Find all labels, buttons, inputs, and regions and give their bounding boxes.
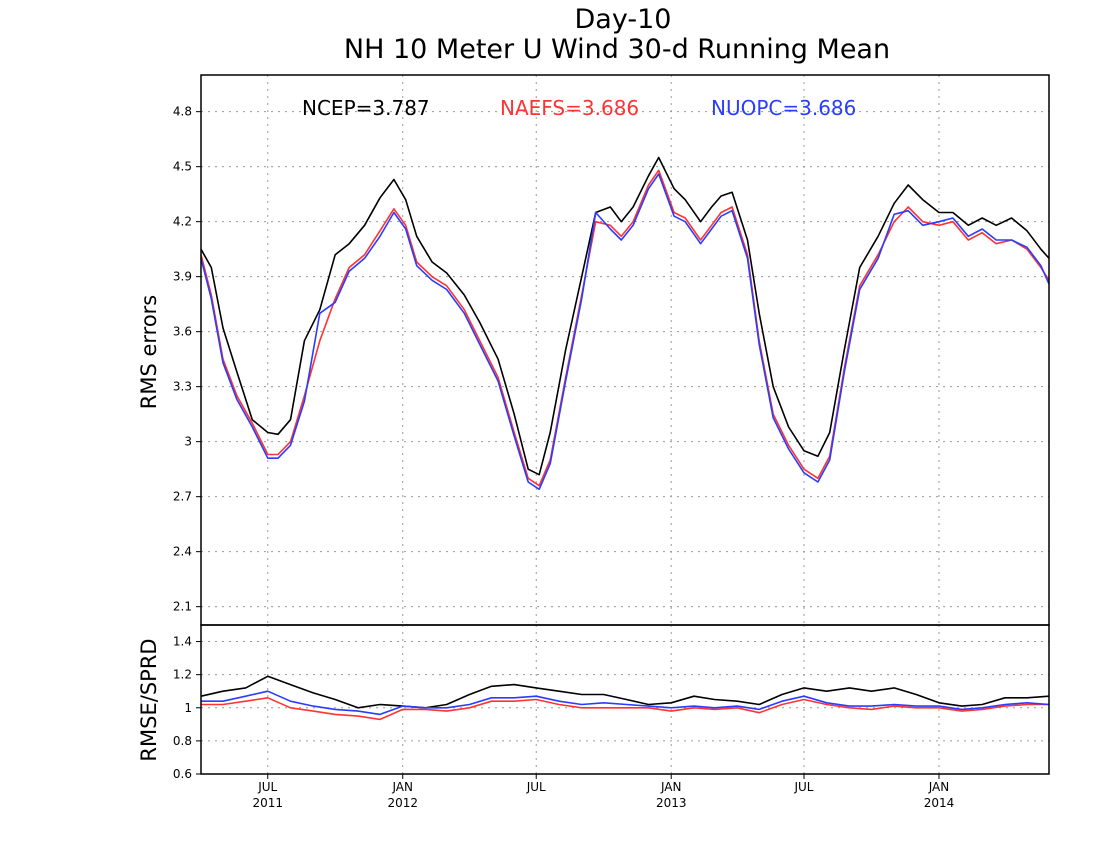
ratio-series-nuopc: [201, 690, 1050, 716]
ratio-plot-frame: [200, 624, 1050, 775]
x-tick-label: JUL: [793, 780, 813, 794]
rms-y-tick-label: 4.2: [173, 215, 192, 229]
rms-y-tick-label: 3.6: [173, 325, 192, 339]
x-tick-label: JAN: [928, 780, 950, 794]
ratio-grid: [201, 625, 1049, 774]
naefs-stat-label: NAEFS=3.686: [500, 96, 639, 120]
ratio-y-tick-label: 0.6: [173, 767, 192, 781]
rms-y-axis: 2.1 2.4 2.7 3 3.3 3.6 3.9 4.2 4.5 4.8: [173, 105, 201, 614]
ratio-series-ncep: [200, 675, 1050, 709]
x-tick-year-label: 2012: [387, 796, 418, 810]
chart-title: Day-10: [575, 4, 672, 35]
rms-y-tick-label: 4.5: [173, 160, 192, 174]
ratio-y-tick-label: 1: [184, 701, 192, 715]
x-axis: JUL 2011 JAN 2012 JUL JAN 2013 JUL JAN 2014: [252, 774, 954, 810]
x-tick-year-label: 2011: [252, 796, 283, 810]
chart-subtitle: NH 10 Meter U Wind 30-d Running Mean: [344, 34, 890, 65]
x-tick-year-label: 2013: [656, 796, 687, 810]
rms-y-tick-label: 3: [184, 435, 192, 449]
rms-y-tick-label: 2.7: [173, 490, 192, 504]
rms-y-label: RMS errors: [137, 295, 161, 410]
rms-y-tick-label: 3.3: [173, 380, 192, 394]
rms-series-nuopc: [200, 173, 1050, 491]
rms-y-tick-label: 2.4: [173, 545, 192, 559]
ratio-y-label: RMSE/SPRD: [137, 638, 161, 761]
rms-series: [200, 156, 1050, 491]
x-tick-label: JAN: [391, 780, 413, 794]
ratio-series-naefs: [201, 696, 1049, 721]
rms-series-ncep: [200, 156, 1050, 476]
rms-y-tick-label: 4.8: [173, 105, 192, 119]
rms-y-tick-label: 2.1: [173, 600, 192, 614]
ratio-y-tick-label: 1.2: [173, 668, 192, 682]
ncep-stat-label: NCEP=3.787: [302, 96, 430, 120]
nuopc-stat-label: NUOPC=3.686: [711, 96, 856, 120]
rms-plot-frame: [200, 74, 1050, 626]
ratio-y-tick-label: 1.4: [173, 635, 192, 649]
rms-series-naefs: [200, 169, 1050, 487]
rms-grid: [201, 75, 1049, 625]
rms-y-tick-label: 3.9: [173, 270, 192, 284]
ratio-series: [200, 675, 1050, 721]
ratio-y-tick-label: 0.8: [173, 734, 192, 748]
x-tick-year-label: 2014: [924, 796, 955, 810]
x-tick-label: JUL: [257, 780, 277, 794]
ratio-y-axis: 0.6 0.8 1 1.2 1.4: [173, 635, 201, 781]
x-tick-label: JUL: [526, 780, 546, 794]
x-tick-label: JAN: [660, 780, 682, 794]
